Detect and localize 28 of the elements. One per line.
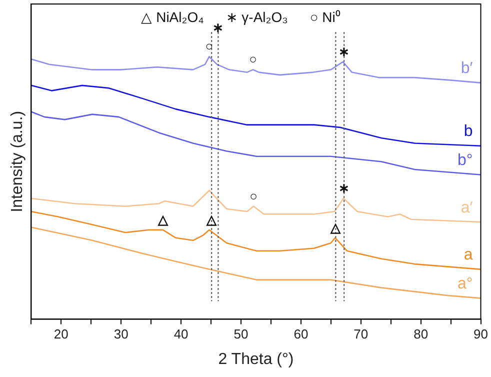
annotation: ○ (205, 38, 214, 54)
x-tick-label: 50 (234, 326, 248, 342)
series-label: a′ (460, 199, 473, 216)
x-tick-label: 60 (294, 326, 308, 342)
text: ○ Ni⁰ (310, 8, 340, 25)
annotation: ∗ (338, 180, 350, 196)
annotation: ∗ (212, 20, 224, 36)
text: △ NiAl₂O₄ (141, 8, 204, 25)
annotation: △ (330, 220, 342, 235)
annotation: △ (206, 212, 218, 227)
series-label: a° (457, 276, 473, 293)
series-label: b° (457, 152, 473, 170)
x-tick-label: 20 (54, 326, 68, 342)
annotation: ∗ (338, 44, 350, 59)
x-tick-label: 40 (174, 326, 188, 342)
series-label: a (464, 246, 473, 264)
x-tick-label: 70 (354, 326, 368, 342)
annotation: △ (157, 212, 170, 227)
annotation: ○ (249, 52, 257, 67)
text: ∗ γ-Al₂O₃ (226, 8, 288, 25)
x-tick-label: 90 (474, 326, 488, 342)
x-tick-label: 30 (114, 326, 128, 342)
x-axis-title: 2 Theta (°) (218, 350, 294, 368)
y-axis-title: Intensity (a.u.) (9, 110, 26, 212)
x-tick-label: 80 (414, 326, 428, 342)
annotation: ○ (250, 188, 258, 204)
series-label: b (464, 123, 473, 140)
series-label: b′ (460, 60, 473, 78)
